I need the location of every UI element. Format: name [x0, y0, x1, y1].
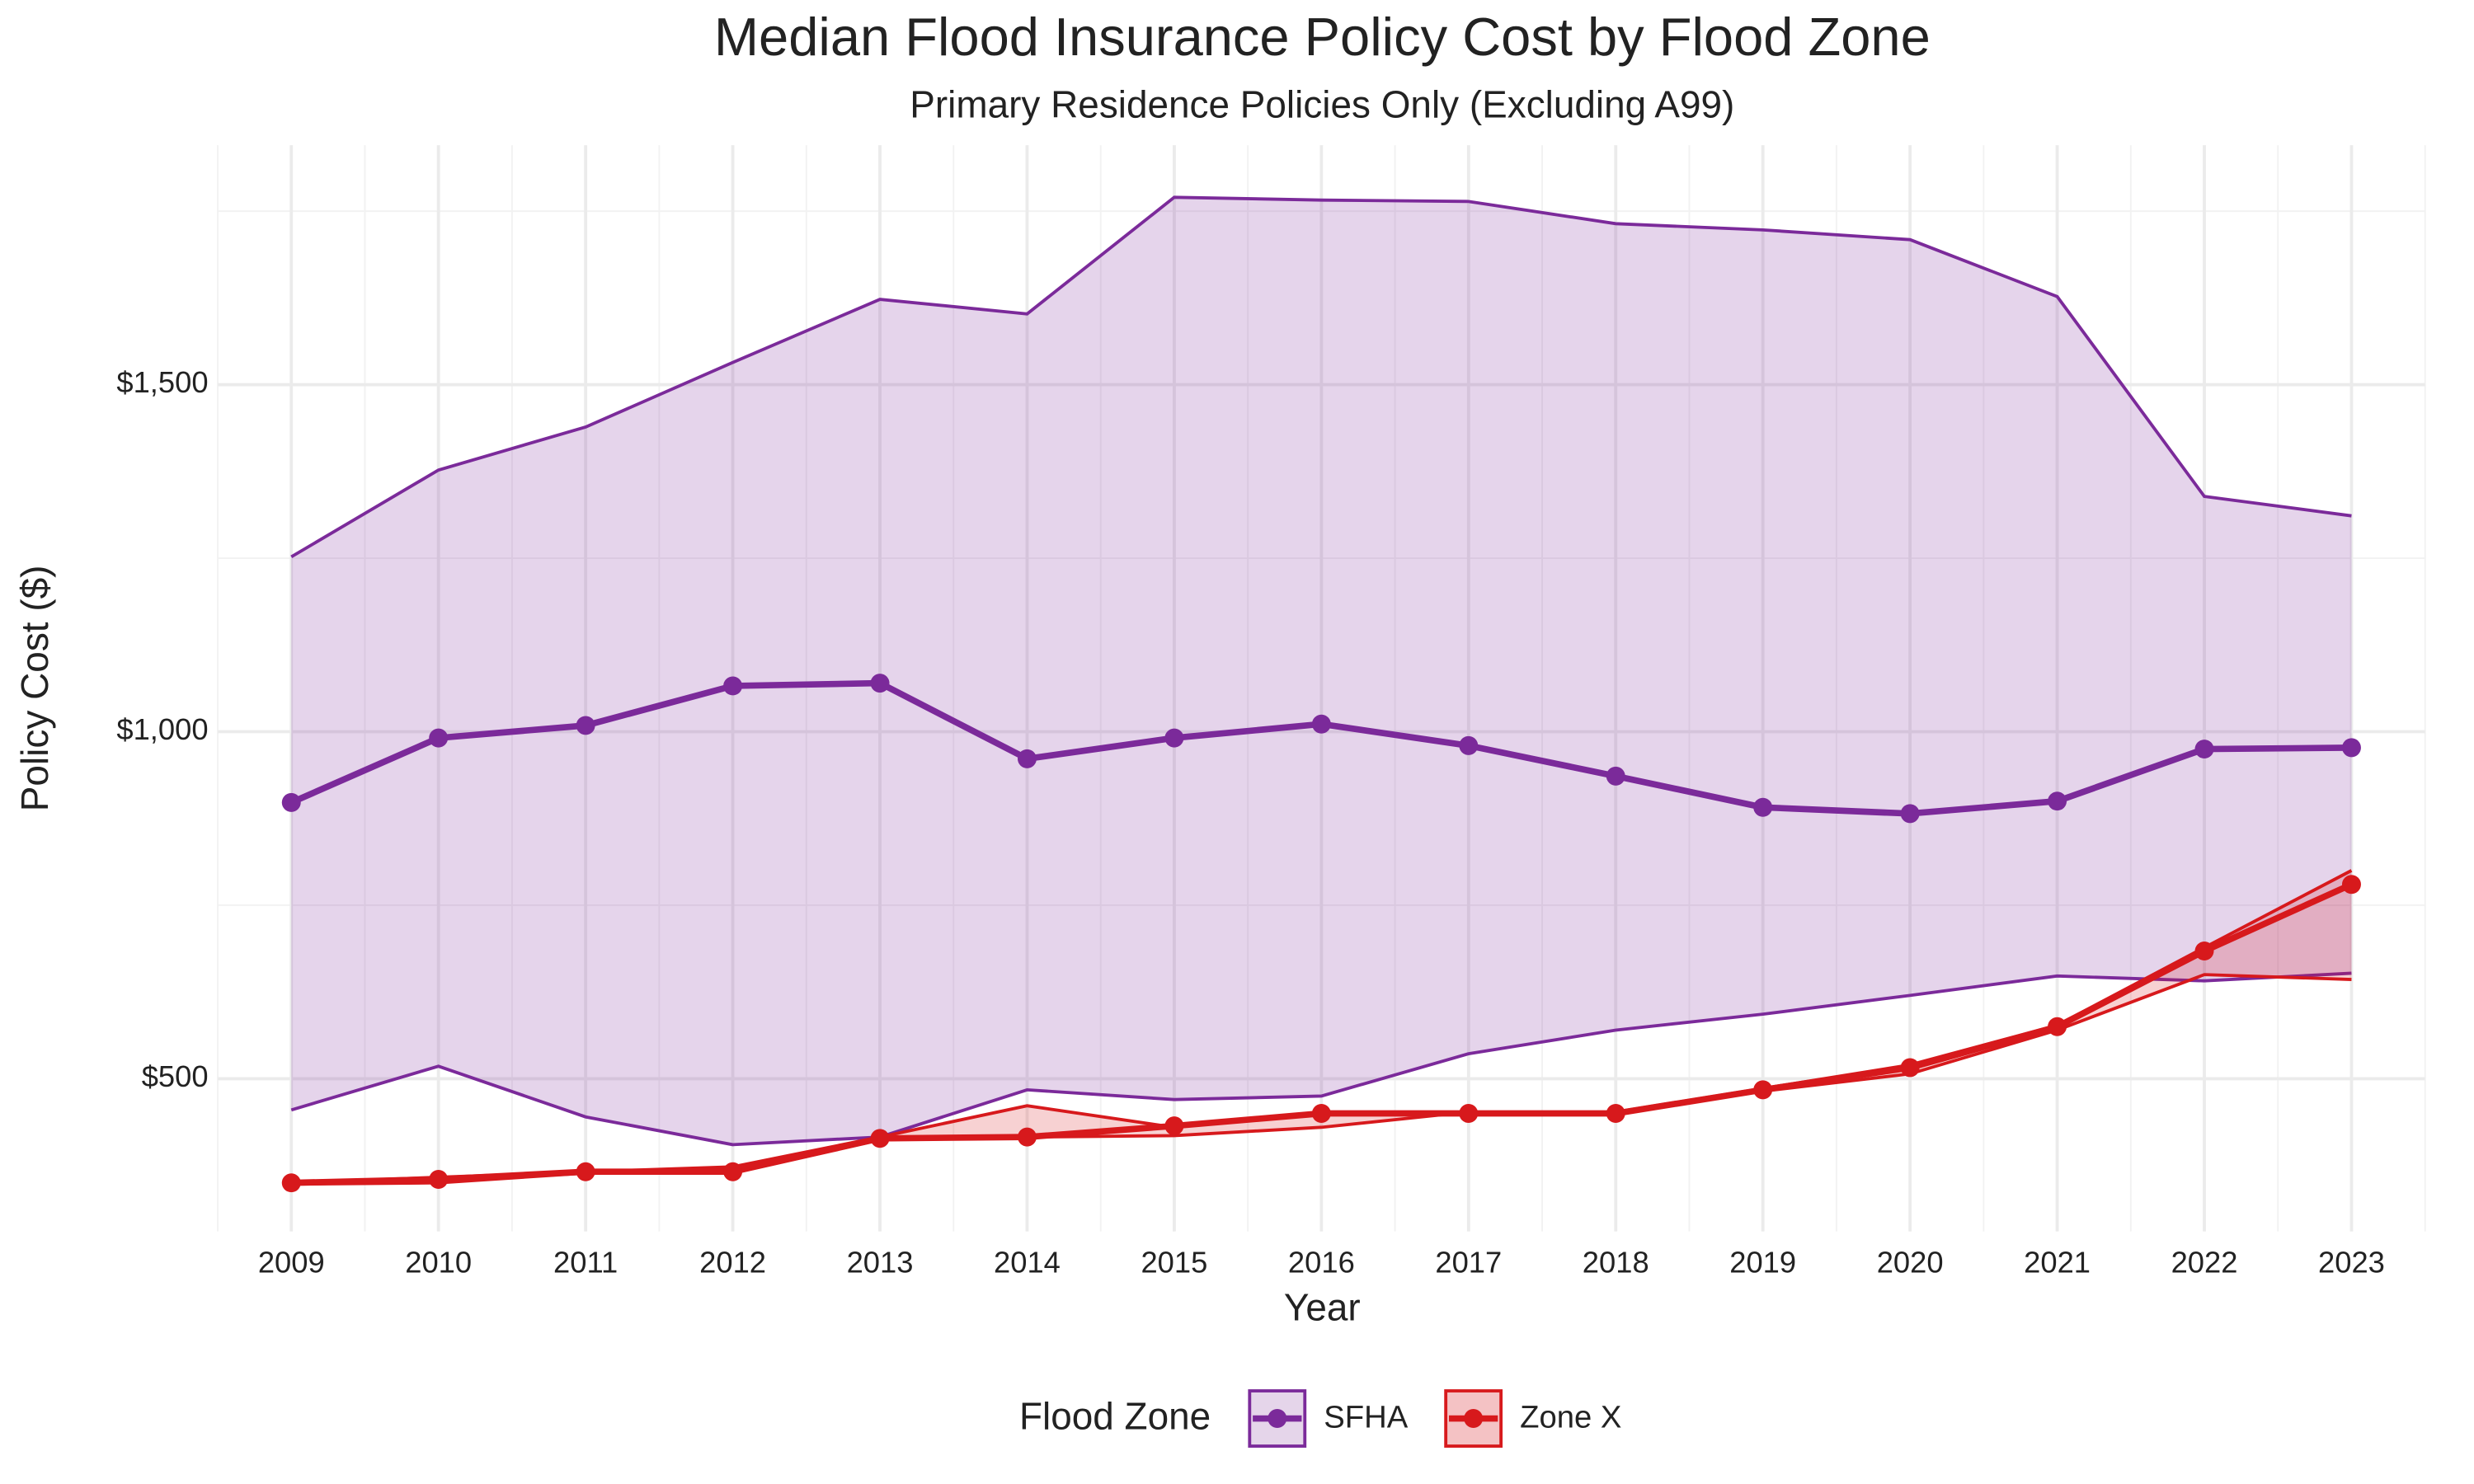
- x-tick-label: 2018: [1583, 1245, 1649, 1279]
- point: [1753, 1080, 1773, 1100]
- x-tick-label: 2016: [1288, 1245, 1355, 1279]
- x-tick-label: 2019: [1729, 1245, 1796, 1279]
- point: [1900, 1058, 1920, 1078]
- x-tick-label: 2014: [994, 1245, 1061, 1279]
- point: [1900, 804, 1920, 824]
- point: [2194, 740, 2214, 759]
- point: [2194, 942, 2214, 961]
- x-tick-label: 2021: [2024, 1245, 2091, 1279]
- point: [1164, 728, 1184, 748]
- x-tick-label: 2012: [699, 1245, 766, 1279]
- x-tick-label: 2022: [2171, 1245, 2238, 1279]
- x-tick-label: 2013: [847, 1245, 914, 1279]
- x-tick-label: 2009: [258, 1245, 325, 1279]
- plot-area: [217, 145, 2426, 1232]
- point: [2048, 1017, 2067, 1036]
- point: [1311, 714, 1331, 734]
- point: [576, 716, 595, 735]
- point: [281, 1173, 301, 1193]
- legend-label: Zone X: [1520, 1400, 1621, 1435]
- point: [2048, 791, 2067, 811]
- point: [1459, 1104, 1479, 1123]
- point: [1164, 1116, 1184, 1136]
- point: [1311, 1104, 1331, 1123]
- chart-title: Median Flood Insurance Policy Cost by Fl…: [714, 7, 1931, 67]
- point: [723, 676, 743, 696]
- legend-title: Flood Zone: [1019, 1395, 1211, 1438]
- point: [723, 1162, 743, 1181]
- point: [1753, 797, 1773, 817]
- point: [2341, 875, 2361, 895]
- x-tick-label: 2020: [1877, 1245, 1944, 1279]
- ribbon: [291, 197, 2352, 1145]
- point: [429, 728, 449, 748]
- point: [1606, 766, 1625, 786]
- y-tick-label: $1,000: [116, 712, 208, 746]
- point: [1459, 735, 1479, 755]
- x-tick-label: 2023: [2318, 1245, 2385, 1279]
- point: [2341, 738, 2361, 758]
- point: [1606, 1104, 1625, 1123]
- x-tick-label: 2011: [553, 1245, 618, 1279]
- y-tick-label: $500: [142, 1059, 209, 1093]
- bound-line: [290, 971, 2352, 1147]
- point: [429, 1169, 449, 1189]
- point: [870, 674, 890, 693]
- x-axis-title: Year: [1284, 1285, 1361, 1328]
- point: [870, 1129, 890, 1148]
- bound-line: [290, 195, 2352, 559]
- x-tick-label: 2010: [405, 1245, 472, 1279]
- point: [281, 792, 301, 812]
- legend-key-point: [1268, 1409, 1287, 1429]
- point: [576, 1162, 595, 1181]
- x-tick-label: 2017: [1435, 1245, 1502, 1279]
- x-tick-label: 2015: [1141, 1245, 1207, 1279]
- point: [1017, 749, 1037, 768]
- chart-subtitle: Primary Residence Policies Only (Excludi…: [910, 82, 1734, 125]
- y-tick-label: $1,500: [116, 365, 208, 399]
- point: [1017, 1127, 1037, 1147]
- y-axis-title: Policy Cost ($): [13, 566, 56, 812]
- legend-key-point: [1464, 1409, 1484, 1429]
- legend-label: SFHA: [1324, 1400, 1408, 1435]
